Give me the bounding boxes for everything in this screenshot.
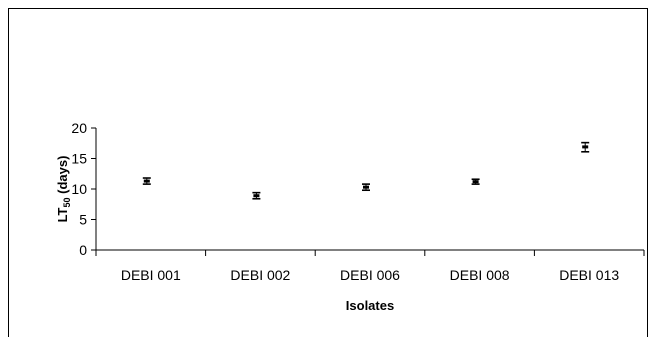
y-tick-labels: 0 5 10 15 20 (71, 120, 87, 258)
point-marker (582, 145, 589, 149)
data-marks (142, 141, 590, 200)
y-axis-title: LT50 (days) (55, 156, 72, 223)
x-tick-label: DEBI 013 (559, 267, 619, 283)
y-tick-label: 20 (71, 120, 87, 136)
y-axis-title-subscript: 50 (62, 197, 72, 207)
point-marker (363, 185, 369, 189)
point-marker (472, 180, 479, 184)
data-point (142, 177, 151, 185)
y-ticks (91, 127, 96, 251)
data-point (581, 141, 590, 153)
x-axis-title: Isolates (346, 298, 394, 313)
y-tick-label: 10 (71, 181, 87, 197)
y-tick-label: 0 (79, 242, 87, 258)
data-point (471, 178, 480, 185)
x-tick-label: DEBI 002 (230, 267, 290, 283)
point-marker (143, 179, 150, 183)
y-axis-title-suffix: (days) (55, 156, 70, 198)
y-tick-label: 5 (79, 212, 87, 228)
y-axis-title-main: LT (55, 207, 70, 222)
x-tick-label: DEBI 008 (450, 267, 510, 283)
data-point (252, 191, 261, 200)
y-tick-label: 15 (71, 151, 87, 167)
x-ticks (95, 250, 645, 256)
chart-border (8, 8, 648, 337)
x-tick-label: DEBI 001 (121, 267, 181, 283)
point-marker (253, 194, 260, 198)
x-tick-label: DEBI 006 (340, 267, 400, 283)
x-tick-labels: DEBI 001 DEBI 002 DEBI 006 DEBI 008 DEBI 013 (121, 267, 620, 283)
data-point (362, 183, 370, 192)
